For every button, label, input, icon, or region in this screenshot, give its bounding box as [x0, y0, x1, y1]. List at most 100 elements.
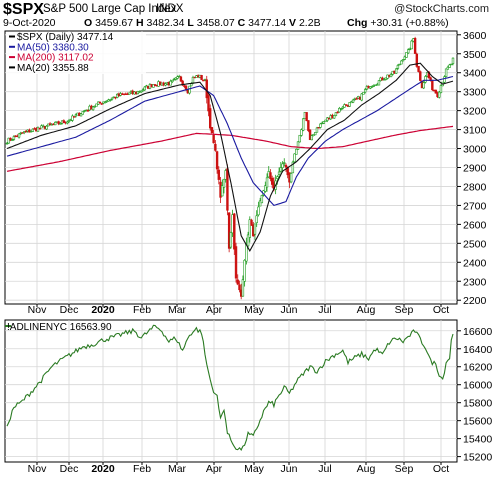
price-x-tick-label: May: [244, 304, 265, 316]
candle-body: [72, 116, 76, 118]
volume-value: 2.2B: [298, 17, 321, 29]
candle-body: [221, 185, 224, 197]
candle-body: [281, 163, 284, 168]
candle-body: [62, 120, 66, 123]
candle-body: [248, 219, 252, 238]
candle-body: [210, 127, 214, 134]
price-x-tick-label: 2020: [91, 304, 115, 316]
price-y-tick-label: 2500: [463, 238, 487, 250]
price-x-tick-label: Mar: [168, 304, 187, 316]
price-x-tick-label: Feb: [133, 304, 151, 316]
change-readout: Chg +30.31 (+0.88%): [347, 17, 449, 29]
candle-body: [348, 102, 351, 107]
legend-entry-0: $SPX (Daily) 3477.14: [17, 32, 114, 43]
candle-body: [222, 178, 226, 188]
candle-body: [291, 161, 295, 174]
price-x-tick-label: Apr: [206, 304, 223, 316]
chart-header: $SPX S&P 500 Large Cap Index INDX @Stock…: [0, 0, 495, 30]
candle-body: [446, 66, 450, 70]
price-y-tick-label: 3400: [463, 68, 487, 80]
candle-body: [202, 79, 205, 82]
candle-body: [227, 212, 231, 249]
candle-body: [370, 86, 374, 88]
candle-body: [258, 200, 262, 207]
candle-body: [451, 57, 455, 64]
candle-body: [188, 85, 191, 94]
adline-x-tick-label: Jul: [318, 463, 331, 475]
high-value: 3482.34: [146, 17, 185, 29]
candle-body: [415, 53, 419, 67]
price-x-tick-label: Nov: [28, 304, 47, 316]
candle-body: [246, 234, 250, 247]
security-name: S&P 500 Large Cap Index: [43, 3, 177, 15]
candle-body: [86, 109, 90, 112]
candle-body: [214, 143, 217, 151]
candle-body: [405, 52, 408, 58]
open-label: O: [84, 17, 93, 29]
candle-body: [444, 68, 448, 77]
candle-body: [253, 223, 257, 235]
candle-body: [307, 120, 310, 131]
price-x-tick-label: Dec: [60, 304, 79, 316]
candle-body: [408, 48, 412, 51]
candle-body: [5, 142, 9, 145]
candle-body: [345, 104, 348, 106]
candle-body: [419, 71, 422, 81]
candle-body: [143, 86, 146, 91]
candle-body: [153, 84, 157, 86]
candle-body: [140, 90, 143, 93]
candle-body: [31, 128, 35, 132]
low-value: 3458.07: [196, 17, 235, 29]
candle-body: [270, 177, 274, 185]
candle-body: [338, 107, 341, 113]
price-y-tick-label: 3200: [463, 106, 487, 118]
candle-body: [319, 123, 322, 128]
ohlc-readout: O 3459.67 H 3482.34 L 3458.07 C 3477.14 …: [84, 17, 321, 29]
candle-body: [363, 89, 367, 93]
price-x-tick-label: Sep: [395, 304, 414, 316]
adline-y-tick-label: 15600: [463, 416, 492, 428]
candle-body: [24, 130, 28, 133]
adline-x-tick-label: Apr: [206, 463, 223, 475]
price-y-tick-label: 2200: [463, 295, 487, 307]
candle-body: [308, 129, 312, 141]
candle-body: [71, 115, 74, 121]
candle-body: [241, 279, 245, 297]
volume-label: V: [289, 17, 297, 29]
candle-body: [57, 121, 60, 125]
price-x-tick-label: Aug: [357, 304, 376, 316]
candle-body: [336, 111, 339, 114]
candle-body: [283, 162, 286, 164]
candle-body: [439, 85, 443, 93]
candle-body: [343, 104, 346, 108]
price-x-tick-label: Jul: [318, 304, 331, 316]
legend-entry-3: MA(20) 3355.88: [17, 63, 89, 74]
candle-body: [317, 127, 320, 129]
candle-body: [339, 108, 343, 110]
adline-y-tick-label: 15200: [463, 452, 492, 464]
candle-body: [277, 171, 281, 175]
low-label: L: [187, 17, 194, 29]
adline-x-tick-label: Aug: [357, 463, 376, 475]
candle-body: [38, 127, 41, 130]
candle-body: [226, 168, 229, 211]
candle-body: [284, 164, 288, 168]
candle-body: [212, 134, 215, 144]
candle-body: [269, 172, 272, 180]
candle-body: [169, 80, 172, 86]
candle-body: [360, 93, 363, 101]
candle-body: [79, 113, 83, 117]
exchange-label: INDX: [156, 3, 184, 15]
watermark: @StockCharts.com: [394, 3, 489, 15]
ticker-symbol: $SPX: [3, 1, 44, 18]
candle-body: [276, 176, 279, 179]
candle-body: [234, 246, 238, 279]
price-x-tick-label: Oct: [433, 304, 449, 316]
candle-body: [305, 112, 308, 122]
high-label: H: [135, 17, 144, 29]
candle-body: [100, 103, 103, 105]
candle-body: [293, 153, 296, 163]
ma200-line: [6, 125, 454, 172]
